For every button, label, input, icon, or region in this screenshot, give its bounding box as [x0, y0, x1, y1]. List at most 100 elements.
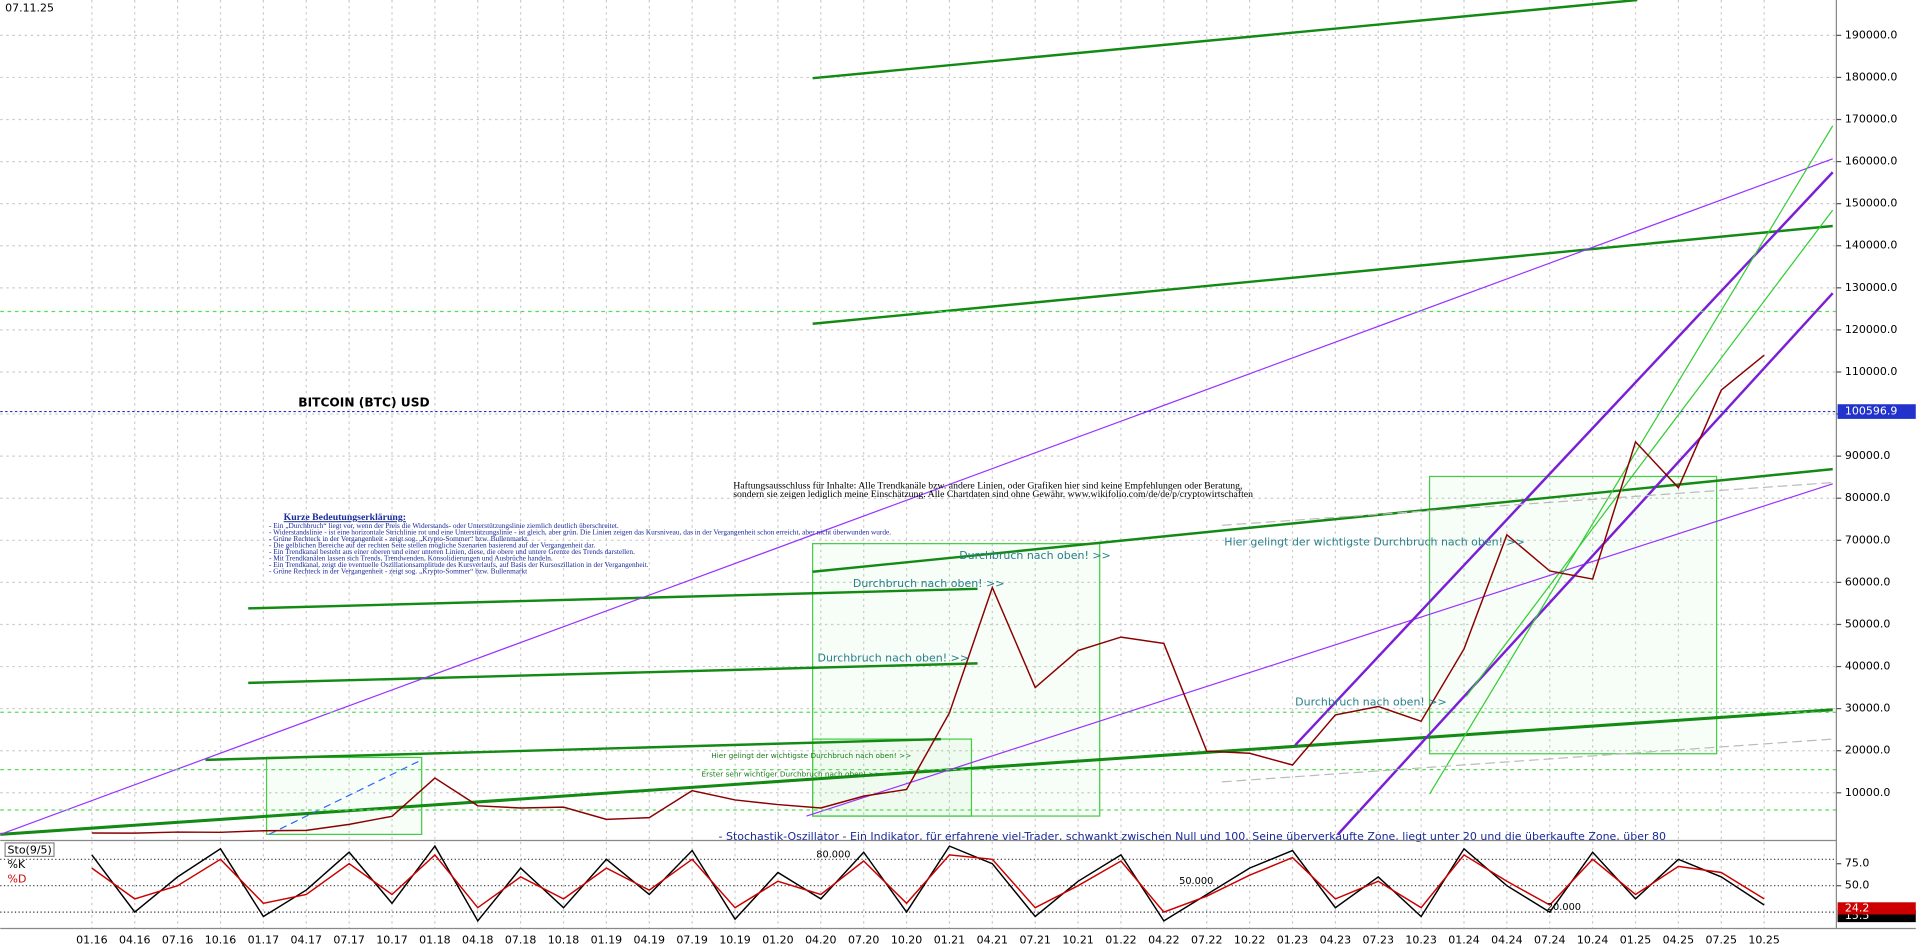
x-tick-label: 01.23: [1277, 934, 1308, 947]
x-tick-label: 01.25: [1620, 934, 1651, 947]
annotation: Hier gelingt der wichtigste Durchbruch n…: [1224, 535, 1525, 548]
y-tick-label: 120000.0: [1845, 323, 1897, 336]
trend-line: [812, 467, 1833, 573]
x-tick-label: 07.21: [1019, 934, 1050, 947]
level-label: 20.000: [1547, 902, 1581, 913]
legend-line: - Grüne Rechteck in der Vergangenheit - …: [269, 567, 527, 576]
x-tick-label: 01.21: [934, 934, 965, 947]
x-tick-label: 04.24: [1491, 934, 1522, 947]
x-tick-label: 10.23: [1405, 934, 1436, 947]
zones: [265, 475, 1718, 835]
last-value-box: [1837, 902, 1916, 915]
annotation: Durchbruch nach oben! >>: [818, 651, 970, 664]
annotation: Hier gelingt der wichtigste Durchbruch n…: [711, 751, 911, 760]
level-label: 80.000: [816, 849, 850, 860]
trend-line: [1294, 171, 1834, 747]
disclaimer-line: Haftungsausschluss für Inhalte: Alle Tre…: [733, 480, 1242, 491]
trend-line: [248, 587, 978, 610]
trend-line: [812, 0, 1638, 80]
annotation: Durchbruch nach oben! >>: [1295, 695, 1447, 708]
y-tick-label: 170000.0: [1845, 113, 1897, 126]
x-tick-label: 04.20: [805, 934, 836, 947]
annotation: Durchbruch nach oben! >>: [853, 577, 1005, 590]
x-tick-label: 10.24: [1577, 934, 1608, 947]
legend-line: - Mit Trendkanälen lassen sich Trends, T…: [269, 554, 553, 563]
y-tick-label: 180000.0: [1845, 70, 1897, 83]
x-tick-label: 10.16: [205, 934, 236, 947]
y-tick-label: 140000.0: [1845, 239, 1897, 252]
y-tick-label: 50.0: [1845, 879, 1869, 892]
x-tick-label: 01.17: [248, 934, 279, 947]
level-label: 50.000: [1179, 876, 1213, 887]
y-tick-label: 10000.0: [1845, 786, 1890, 799]
x-tick-label: 10.17: [376, 934, 407, 947]
y-tick-label: 90000.0: [1845, 449, 1890, 462]
last-value-label: 24.2: [1845, 901, 1869, 914]
indicator-title: Sto(9/5): [8, 843, 52, 856]
x-tick-label: 07.17: [333, 934, 364, 947]
annotation: Durchbruch nach oben! >>: [959, 549, 1111, 562]
x-tick-label: 07.22: [1191, 934, 1222, 947]
x-tick-label: 04.18: [462, 934, 493, 947]
x-tick-label: 10.25: [1748, 934, 1779, 947]
chart-title: BITCOIN (BTC) USD: [298, 396, 429, 410]
x-tick-label: 04.16: [119, 934, 150, 947]
series-line: [91, 853, 1765, 913]
x-tick-label: 10.20: [891, 934, 922, 947]
y-tick-label: 80000.0: [1845, 491, 1890, 504]
legend-line: - Widerstandslinie - ist eine horizontal…: [269, 528, 891, 537]
x-tick-label: 10.18: [548, 934, 579, 947]
x-tick-label: 07.16: [162, 934, 193, 947]
y-tick-label: 30000.0: [1845, 702, 1890, 715]
y-tick-label: 20000.0: [1845, 744, 1890, 757]
disclaimer: Haftungsausschluss für Inhalte: Alle Tre…: [733, 480, 1253, 500]
x-tick-label: 01.16: [76, 934, 107, 947]
current-price-label: 100596.9: [1845, 405, 1897, 418]
x-tick-label: 10.21: [1062, 934, 1093, 947]
annotation: Erster sehr wichtiger Durchbruch nach ob…: [701, 770, 880, 779]
grid: [0, 0, 1837, 929]
series-line: [91, 354, 1765, 834]
x-tick-label: 01.20: [762, 934, 793, 947]
y-tick-label: 50000.0: [1845, 617, 1890, 630]
legend-line: - Grüne Rechteck in der Vergangenheit - …: [269, 534, 529, 543]
x-tick-label: 07.18: [505, 934, 536, 947]
trend-line: [1337, 292, 1834, 836]
y-tick-label: 150000.0: [1845, 197, 1897, 210]
x-tick-label: 07.23: [1363, 934, 1394, 947]
trend-line: [1465, 209, 1834, 697]
legend-entry: %K: [8, 858, 26, 871]
y-tick-label: 60000.0: [1845, 575, 1890, 588]
trend-line: [806, 483, 1833, 817]
y-tick-label: 75.0: [1845, 857, 1869, 870]
trend-line: [1429, 125, 1834, 795]
indicator-label-box: [4, 842, 55, 857]
y-tick-label: 130000.0: [1845, 281, 1897, 294]
x-tick-label: 04.23: [1320, 934, 1351, 947]
legend-lines: - Ein „Durchbruch“ liegt vor, wenn der P…: [269, 521, 891, 575]
legend-title: Kurze Bedeutungserklärung:: [284, 512, 406, 523]
trend-line: [268, 759, 422, 835]
x-tick-label: 07.24: [1534, 934, 1565, 947]
trend-line: [248, 662, 978, 685]
x-tick-label: 07.20: [848, 934, 879, 947]
legend-entry: %D: [8, 873, 27, 886]
x-tick-label: 07.19: [676, 934, 707, 947]
x-tick-label: 04.25: [1663, 934, 1694, 947]
legend-line: - Ein Trendkanal, zeigt die eventuelle O…: [269, 560, 649, 569]
y-tick-label: 70000.0: [1845, 533, 1890, 546]
zone: [265, 756, 423, 835]
y-tick-label: 190000.0: [1845, 28, 1897, 41]
legend-line: - Die gelblichen Bereiche auf der rechte…: [269, 541, 595, 550]
y-tick-label: 160000.0: [1845, 155, 1897, 168]
indicator-description: - Stochastik-Oszillator - Ein Indikator,…: [719, 830, 1666, 843]
trend-line: [0, 158, 1833, 835]
x-tick-label: 10.22: [1234, 934, 1265, 947]
y-tick-label: 40000.0: [1845, 660, 1890, 673]
x-tick-label: 04.17: [291, 934, 322, 947]
disclaimer-line: sondern sie zeigen lediglich meine Einsc…: [733, 489, 1253, 500]
x-tick-label: 01.24: [1448, 934, 1479, 947]
date: 07.11.25: [5, 2, 54, 15]
